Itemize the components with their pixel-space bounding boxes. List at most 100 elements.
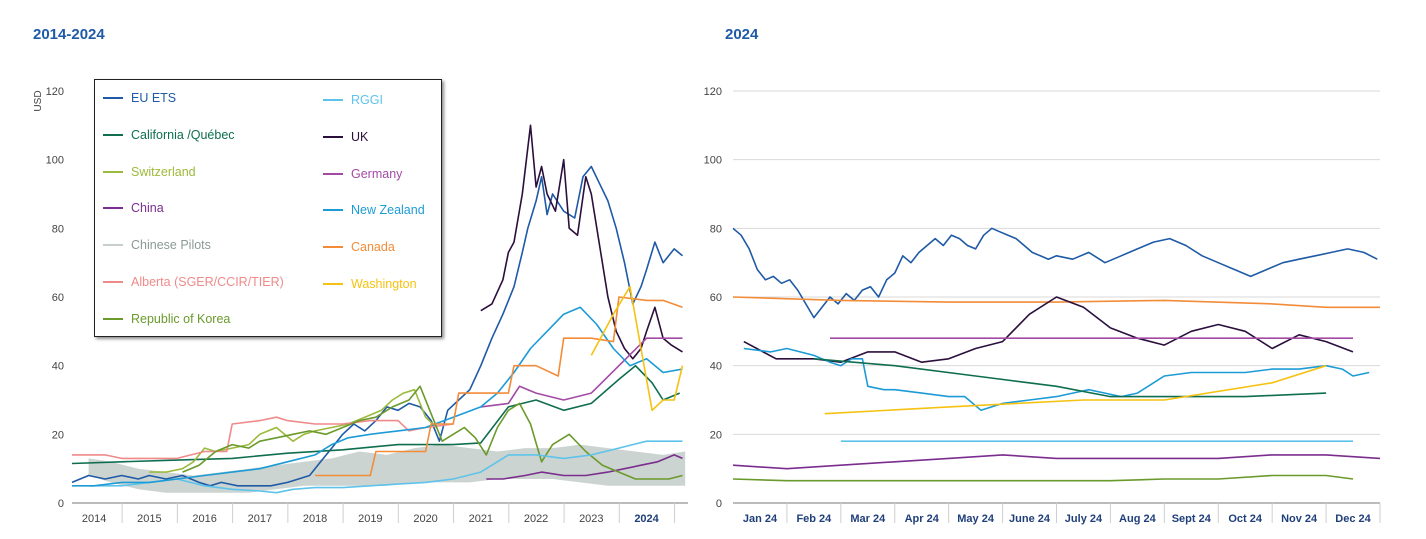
legend-item-alberta-sger-ccir-tier: Alberta (SGER/CCIR/TIER) (103, 274, 284, 290)
series-line-switzerland (149, 388, 438, 473)
legend-label: Canada (351, 240, 395, 255)
legend-swatch (323, 283, 343, 285)
legend-item-china: China (103, 200, 164, 216)
x-tick-label: 2017 (248, 513, 272, 525)
y-tick-label: 60 (710, 292, 722, 304)
x-tick-label: Jan 24 (743, 513, 778, 525)
x-tick-label: 2014 (82, 513, 106, 525)
series-line-california-qu-bec (813, 358, 1327, 398)
legend-label: Switzerland (131, 164, 196, 179)
legend-swatch (103, 281, 123, 283)
x-tick-label: 2020 (413, 513, 437, 525)
legend-label: Washington (351, 277, 417, 291)
x-tick-label: Feb 24 (796, 513, 832, 525)
x-tick-label: June 24 (1009, 513, 1051, 525)
x-tick-label: Dec 24 (1335, 513, 1371, 525)
y-tick-label: 40 (52, 361, 64, 373)
legend-item-california-qu-bec: California /Québec (103, 127, 235, 143)
legend-item-germany: Germany (323, 166, 402, 182)
x-tick-label: Nov 24 (1281, 513, 1318, 525)
legend-swatch (103, 244, 123, 247)
x-tick-label: Sept 24 (1172, 513, 1212, 525)
chart-legend: EU ETS California /Québec Switzerland China… (94, 79, 442, 337)
chart-2014-2024: 0 20 40 60 80 100 120 2014 2015 2016 2017 2018 2019 2… (33, 86, 688, 525)
series-line-uk (743, 296, 1354, 363)
series-line-alberta-sger-ccir-tier (72, 416, 454, 460)
legend-item-rggi: RGGI (323, 92, 383, 108)
legend-swatch (103, 207, 123, 210)
y-tick-label: 100 (46, 155, 64, 167)
legend-label: RGGI (351, 93, 383, 107)
legend-label: UK (351, 129, 369, 144)
left-panel-title: 2014-2024 (33, 26, 105, 43)
x-tick-label: July 24 (1065, 513, 1103, 525)
legend-item-new-zealand: New Zealand (323, 202, 425, 218)
y-tick-label: 80 (710, 223, 722, 235)
x-tick-label: 2024 (634, 513, 659, 525)
series-line-washington (824, 364, 1327, 415)
x-tick-label: Apr 24 (905, 513, 940, 525)
legend-item-chinese-pilots: Chinese Pilots (103, 237, 211, 253)
legend-swatch (103, 97, 123, 99)
series-line-republic-of-korea (182, 385, 683, 480)
y-tick-label: 20 (52, 429, 64, 441)
x-tick-label: 2023 (579, 513, 603, 525)
y-tick-label: 40 (710, 361, 722, 373)
x-tick-label: May 24 (957, 513, 995, 525)
series-line-california-qu-bec (71, 364, 681, 465)
x-tick-label: 2015 (137, 513, 161, 525)
series-line-china (732, 454, 1381, 470)
legend-label: Republic of Korea (131, 311, 231, 326)
legend-item-republic-of-korea: Republic of Korea (103, 311, 230, 327)
legend-swatch (103, 133, 123, 136)
series-line-eu-ets (71, 165, 684, 487)
series-line-new-zealand (743, 347, 1370, 412)
series-line-uk (480, 124, 683, 360)
legend-label: China (131, 201, 164, 216)
legend-item-eu-ets: EU ETS (103, 90, 176, 106)
legend-swatch (103, 317, 123, 320)
x-tick-label: 2022 (524, 513, 548, 525)
x-tick-label: Oct 24 (1228, 513, 1263, 525)
y-tick-label: 120 (704, 86, 722, 98)
series-line-new-zealand (72, 306, 683, 487)
series-line-canada (732, 296, 1380, 309)
legend-item-uk: UK (323, 129, 368, 145)
legend-item-switzerland: Switzerland (103, 164, 196, 180)
band-chinese-pilots (88, 444, 686, 493)
y-axis-label: USD (33, 90, 44, 111)
legend-swatch (323, 209, 343, 212)
legend-swatch (323, 172, 343, 175)
legend-label: New Zealand (351, 203, 425, 218)
series-line-rggi (88, 440, 683, 494)
legend-item-canada: Canada (323, 239, 395, 255)
legend-label: Chinese Pilots (131, 238, 211, 253)
x-tick-label: Mar 24 (850, 513, 886, 525)
legend-swatch (323, 99, 343, 101)
x-tick-label: 2016 (192, 513, 216, 525)
y-tick-label: 120 (46, 86, 64, 98)
y-tick-label: 80 (52, 223, 64, 235)
legend-swatch (103, 170, 123, 173)
legend-label: California /Québec (131, 127, 235, 142)
y-tick-label: 0 (716, 498, 722, 510)
x-tick-label: Aug 24 (1119, 513, 1157, 525)
series-line-germany (480, 337, 683, 408)
series-line-china (486, 454, 683, 480)
x-tick-label: 2019 (358, 513, 382, 525)
x-tick-label: 2021 (469, 513, 493, 525)
legend-swatch (323, 246, 343, 249)
legend-label: EU ETS (131, 91, 177, 105)
y-tick-label: 0 (58, 498, 64, 510)
y-tick-label: 100 (704, 155, 722, 167)
series-line-eu-ets (732, 227, 1378, 319)
chart-2024: 0 20 40 60 80 100 120 Jan 24 Feb 24 Mar 24 Apr 24 M… (704, 86, 1381, 525)
y-tick-label: 60 (52, 292, 64, 304)
legend-item-washington: Washington (323, 276, 417, 292)
series-line-canada (315, 296, 683, 477)
x-tick-label: 2018 (303, 513, 327, 525)
y-tick-label: 20 (710, 429, 722, 441)
series-line-republic-of-korea (732, 474, 1354, 482)
legend-label: Germany (351, 166, 403, 181)
